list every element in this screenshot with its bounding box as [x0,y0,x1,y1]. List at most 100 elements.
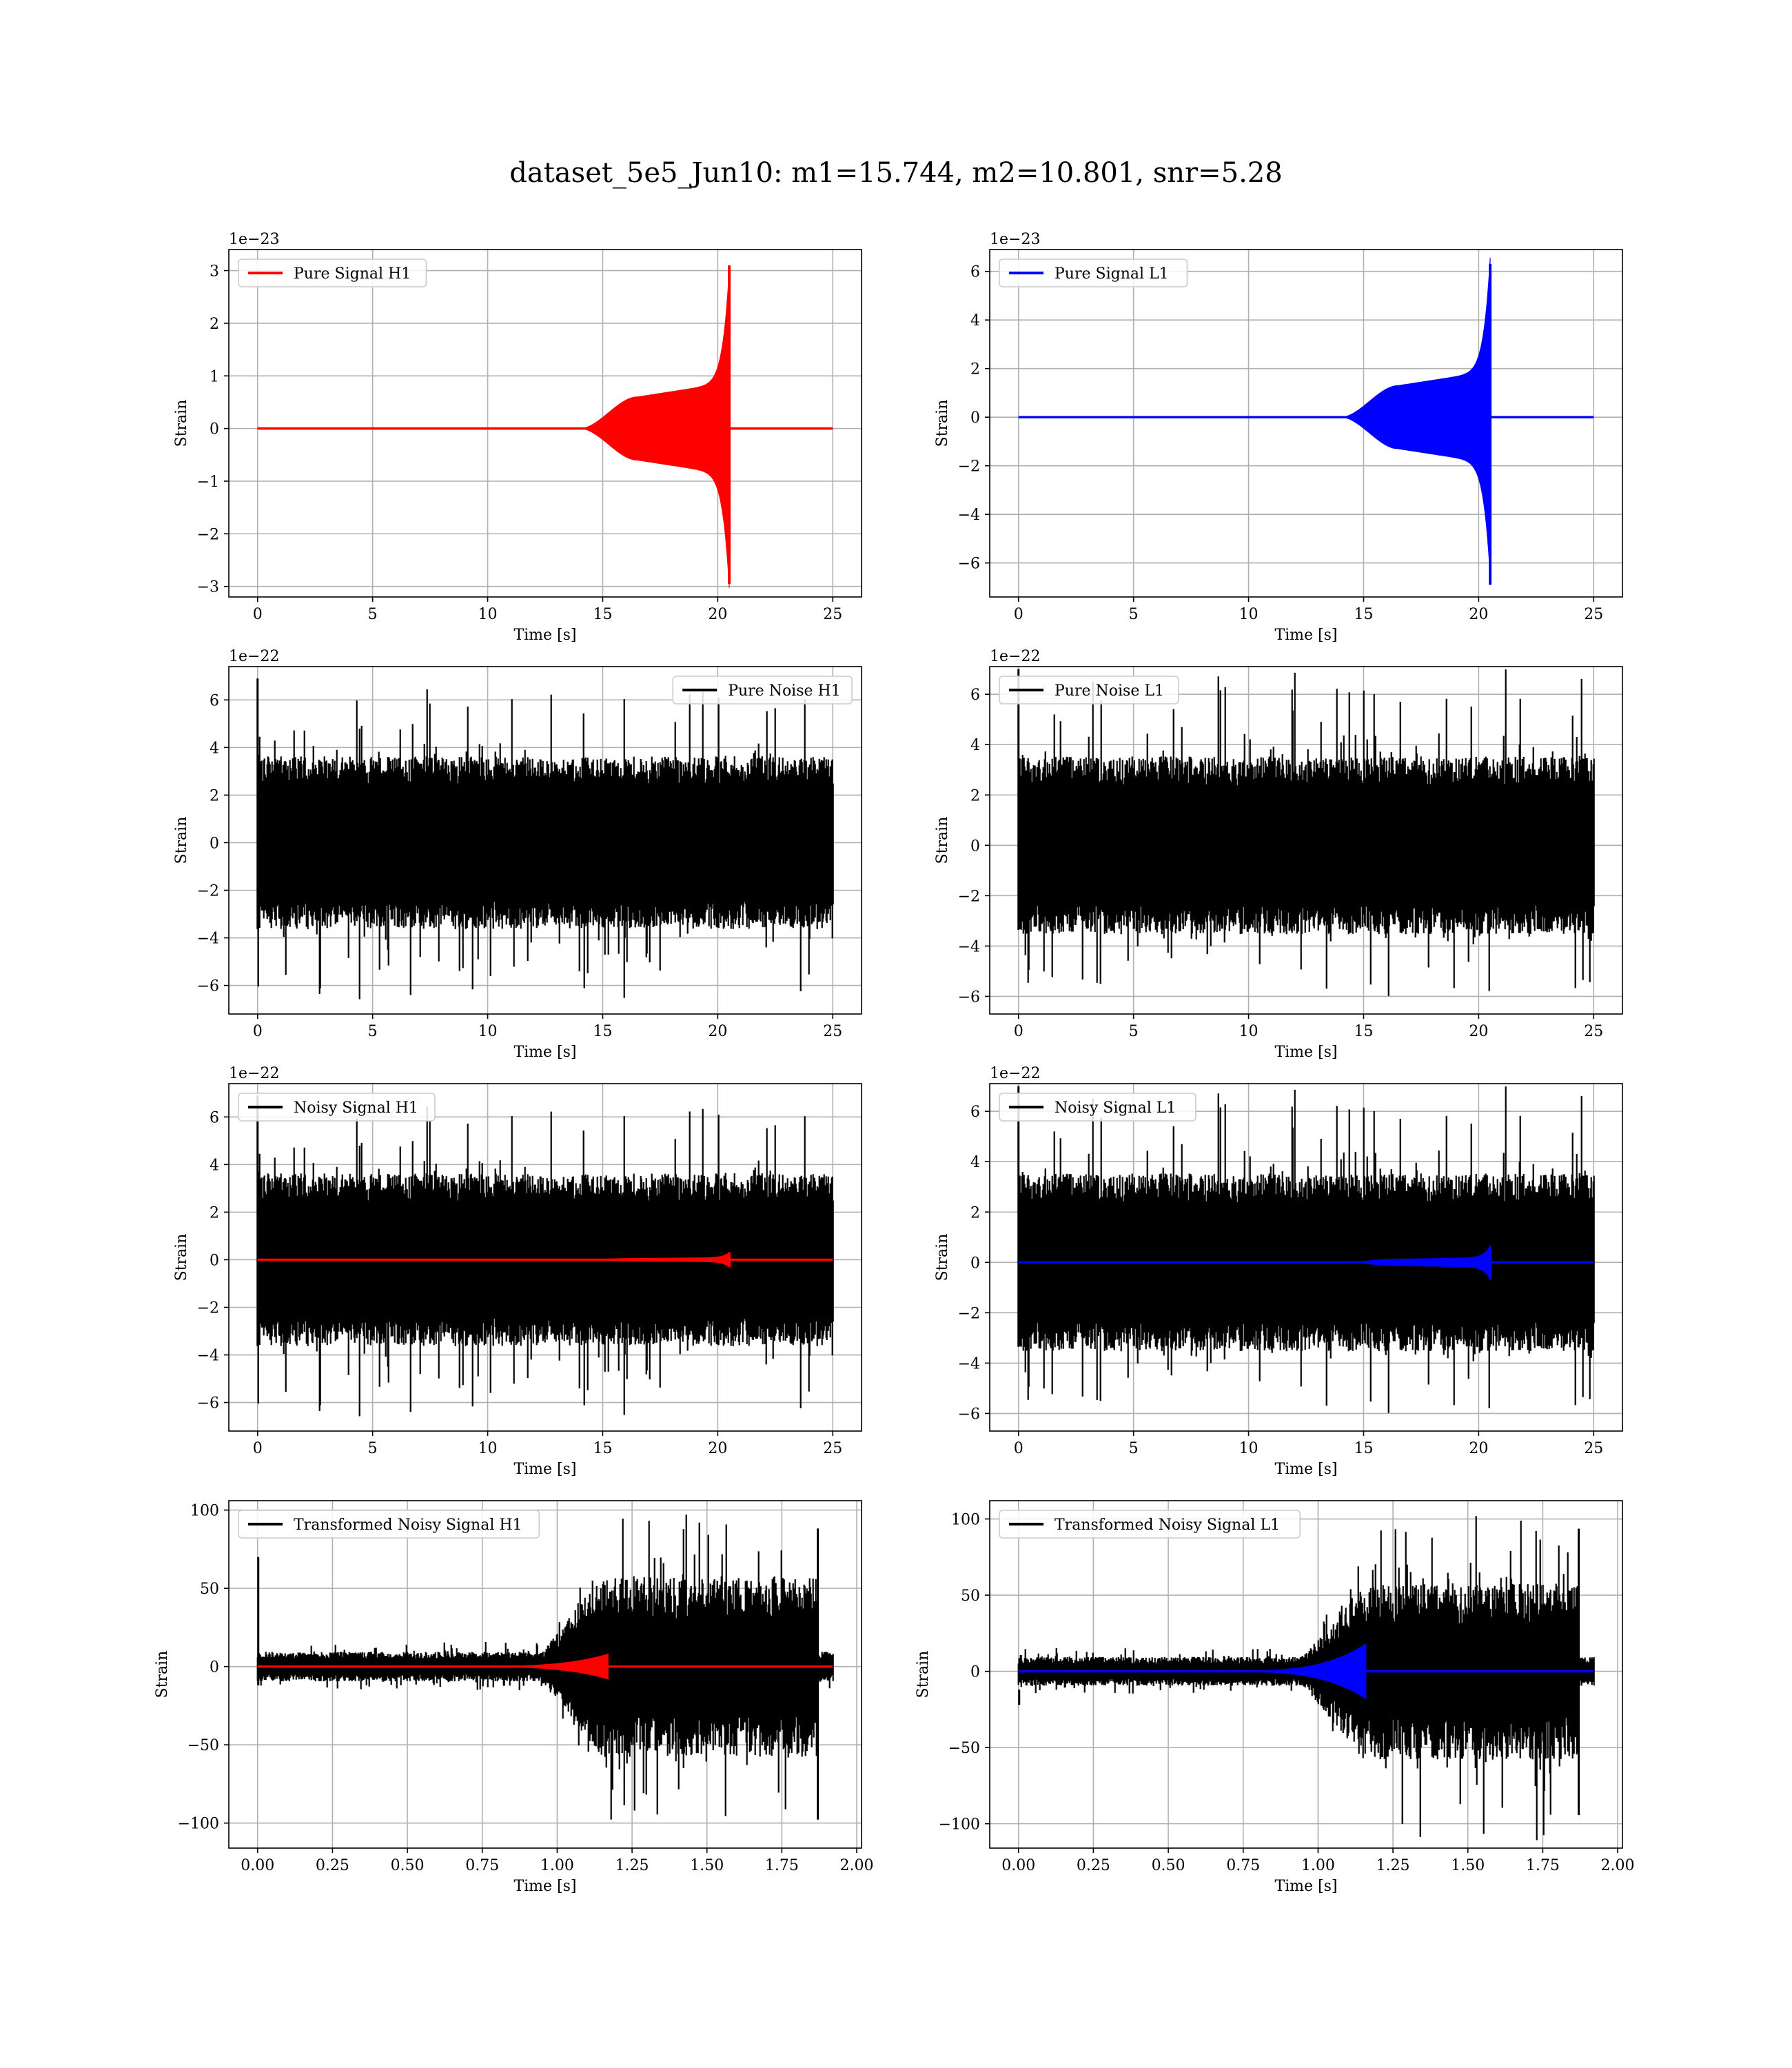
y-tick-label: 2 [210,787,219,804]
y-tick-label: 0 [210,1659,219,1676]
axes-frame [228,1500,862,1849]
figure-title: dataset_5e5_Jun10: m1=15.744, m2=10.801,… [509,157,1283,189]
x-tick-label: 10 [478,606,498,623]
y-tick-label: −6 [958,556,980,573]
y-tick-label: −4 [958,938,980,955]
legend-box [238,1510,540,1539]
x-tick-label: 5 [368,1440,378,1457]
y-tick-label: 6 [210,1109,219,1126]
offset-label: 1e−23 [990,231,1040,248]
y-tick-label: −2 [958,1305,980,1322]
x-tick-label: 20 [708,606,727,623]
axes-frame [228,1083,862,1432]
legend: Noisy Signal H1 [238,1093,436,1122]
y-tick-label: 2 [970,787,980,804]
x-tick-label: 15 [1354,1023,1373,1040]
plot-area [1018,257,1594,585]
offset-label: 1e−22 [990,1065,1040,1082]
y-tick-label: 6 [970,687,980,704]
legend-label: Transformed Noisy Signal L1 [1055,1517,1280,1534]
x-axis-label: Time [s] [1274,1878,1337,1895]
y-tick-label: 1 [210,368,219,385]
y-axis-label: Strain [154,1651,171,1699]
whitened-trace [1017,1516,1595,1841]
plot-area [256,678,834,1000]
x-tick-label: 0.00 [1001,1857,1035,1874]
series-overlay-1 [1018,1643,1594,1700]
x-tick-label: 20 [1469,1023,1488,1040]
y-tick-label: −100 [939,1816,980,1834]
x-axis-label: Time [s] [513,1044,576,1061]
legend-box [999,1093,1197,1122]
x-tick-label: 1.25 [1376,1857,1410,1874]
legend-box [672,676,853,704]
y-tick-label: −4 [197,931,219,948]
legend-label: Pure Signal H1 [294,265,411,283]
legend: Noisy Signal L1 [999,1093,1197,1122]
y-tick-label: −3 [197,579,219,596]
subplot-6: 0 5 10 15 20 25 −6 −4 −2 0 2 4 6 Time [s] Strain 1e−22 N… [934,1065,1623,1478]
x-tick-label: 1.00 [1301,1857,1335,1874]
series-overlay-1 [1018,1244,1594,1281]
offset-label: 1e−22 [229,1065,279,1082]
offset-label: 1e−23 [229,231,279,248]
y-tick-label: 4 [970,737,980,754]
x-axis-label: Time [s] [1274,1461,1337,1478]
y-tick-label: −6 [197,1395,219,1412]
y-axis-label: Strain [934,817,951,864]
subplot-2: 0 5 10 15 20 25 −6 −4 −2 0 2 4 6 Time [s] Strain 1e−23 P… [934,231,1623,644]
legend-label: Pure Noise L1 [1055,682,1164,700]
y-axis-label: Strain [173,817,190,864]
series-pure-noise-h1 [256,678,834,1000]
series-overlay-1 [257,1653,833,1680]
x-tick-label: 20 [1469,1440,1488,1457]
y-tick-label: 2 [970,361,980,378]
series-pure-noise-l1 [1017,669,1595,996]
x-tick-label: 15 [593,1023,612,1040]
plot-area [256,1514,834,1820]
x-axis-label: Time [s] [1274,1044,1337,1061]
series-overlay-1 [256,1252,833,1268]
y-tick-label: 0 [970,838,980,855]
x-tick-label: 1.00 [540,1857,574,1874]
y-tick-label: −50 [187,1737,219,1754]
y-tick-label: −6 [197,978,219,995]
legend-box [238,258,427,287]
y-tick-label: 4 [970,1154,980,1171]
plot-area [1017,1086,1595,1413]
subplot-5: 0 5 10 15 20 25 −6 −4 −2 0 2 4 6 Time [s] Strain 1e−22 N… [173,1065,862,1478]
y-tick-label: 0 [970,1255,980,1272]
legend: Transformed Noisy Signal L1 [999,1510,1301,1539]
offset-label: 1e−22 [990,648,1040,665]
x-tick-label: 0 [253,1023,263,1040]
x-tick-label: 10 [1239,1440,1259,1457]
axes-frame [228,666,862,1015]
y-tick-label: −100 [178,1816,219,1833]
legend-label: Noisy Signal L1 [1055,1099,1176,1117]
subplot-7: 0.00 0.25 0.50 0.75 1.00 1.25 1.50 1.75 2.00 −100… [154,1500,874,1895]
x-tick-label: 1.75 [1526,1857,1560,1874]
y-axis-label: Strain [173,1234,190,1281]
y-tick-label: 100 [951,1512,980,1529]
x-tick-label: 2.00 [840,1857,874,1874]
x-tick-label: 25 [1584,606,1603,623]
x-tick-label: 25 [823,606,842,623]
y-tick-label: 6 [210,692,219,709]
x-tick-label: 20 [708,1023,727,1040]
series-transformed-noisy-signal-l1 [1017,1516,1595,1841]
y-axis-label: Strain [915,1651,932,1699]
noise-trace [1017,1086,1595,1413]
legend-label: Pure Noise H1 [728,682,841,700]
y-tick-label: −2 [958,888,980,905]
y-tick-label: 0 [970,409,980,427]
y-tick-label: 6 [970,1104,980,1121]
subplot-3: 0 5 10 15 20 25 −6 −4 −2 0 2 4 6 Time [s] Strain 1e−22 P… [173,648,862,1061]
x-tick-label: 15 [1354,1440,1373,1457]
series-pure-signal-l1 [1018,257,1594,585]
x-tick-label: 5 [1129,606,1139,623]
x-axis-label: Time [s] [513,1461,576,1478]
axes-frame [989,1083,1623,1432]
y-tick-label: −50 [948,1740,980,1757]
